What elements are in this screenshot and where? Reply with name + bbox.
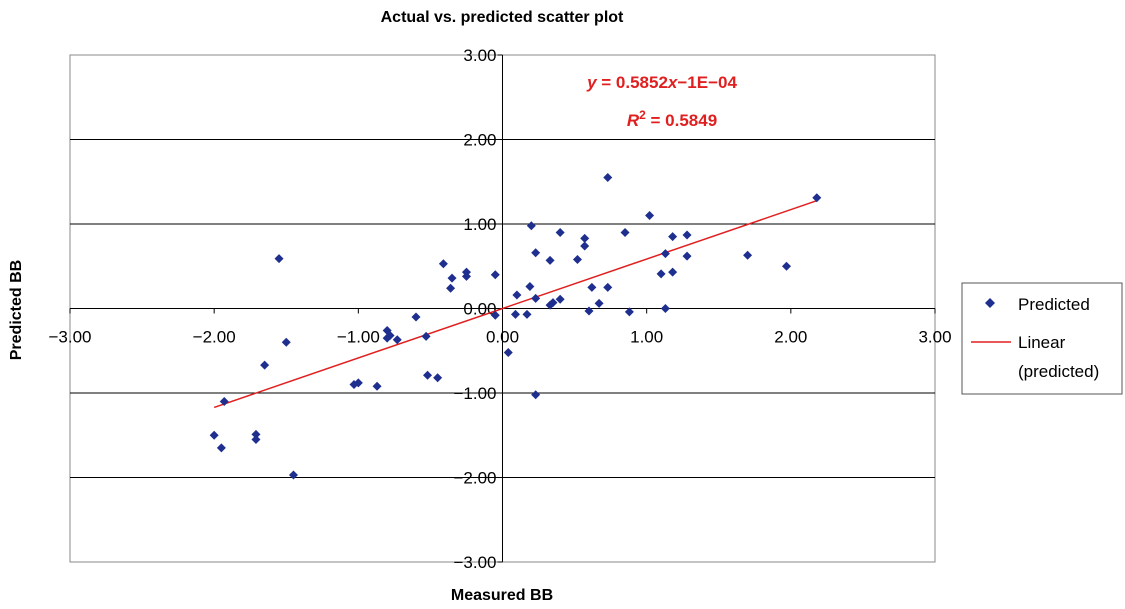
x-tick-label: −3.00 — [48, 328, 91, 347]
data-point — [603, 173, 613, 183]
data-points — [209, 173, 822, 480]
data-point — [490, 310, 500, 320]
data-point — [555, 227, 565, 237]
data-point — [490, 270, 500, 280]
data-point — [274, 254, 284, 264]
y-tick-label: −1.00 — [453, 384, 496, 403]
x-tick-label: 1.00 — [630, 328, 663, 347]
data-point — [545, 255, 555, 265]
data-point — [512, 290, 522, 300]
x-tick-label: 3.00 — [918, 328, 951, 347]
data-point — [288, 470, 298, 480]
legend-predicted-label: Predicted — [1018, 295, 1090, 314]
data-point — [682, 230, 692, 240]
data-point — [668, 232, 678, 242]
data-point — [668, 267, 678, 277]
x-axis-label: Measured BB — [451, 587, 553, 604]
data-point — [572, 254, 582, 264]
data-point — [584, 306, 594, 316]
data-point — [260, 360, 270, 370]
data-point — [251, 429, 261, 439]
data-point — [743, 250, 753, 260]
data-point — [446, 283, 456, 293]
data-point — [656, 269, 666, 279]
x-tick-label: −2.00 — [193, 328, 236, 347]
data-point — [372, 381, 382, 391]
trend-line — [213, 199, 818, 409]
data-point — [660, 249, 670, 259]
data-point — [423, 370, 433, 380]
data-point — [531, 248, 541, 258]
x-tick-label: 2.00 — [774, 328, 807, 347]
data-point — [522, 309, 532, 319]
data-point — [645, 211, 655, 221]
data-point — [555, 294, 565, 304]
data-point — [812, 193, 822, 203]
data-point — [392, 335, 402, 345]
data-point — [531, 390, 541, 400]
data-point — [433, 373, 443, 383]
data-point — [281, 337, 291, 347]
y-tick-label: −2.00 — [453, 469, 496, 488]
y-tick-label: 3.00 — [463, 46, 496, 65]
chart-title: Actual vs. predicted scatter plot — [381, 9, 624, 26]
y-tick-labels: 3.002.001.000.00−1.00−2.00−3.00 — [453, 46, 496, 572]
x-tick-label: 0.00 — [486, 328, 519, 347]
legend-diamond-icon — [985, 298, 995, 308]
data-point — [587, 282, 597, 292]
data-point — [216, 443, 226, 453]
data-point — [251, 434, 261, 444]
data-point — [461, 267, 471, 277]
data-point — [385, 331, 395, 341]
data-point — [526, 221, 536, 231]
legend-linear-label-line2: (predicted) — [1018, 362, 1099, 381]
data-point — [438, 259, 448, 269]
data-point — [594, 298, 604, 308]
legend-linear-label-line1: Linear — [1018, 333, 1066, 352]
data-point — [660, 304, 670, 313]
y-tick-label: 2.00 — [463, 131, 496, 150]
equation-annotation: y = 0.5852x−1E−04 — [586, 73, 737, 92]
data-point — [503, 347, 513, 357]
trend-line-group — [213, 199, 818, 409]
data-point — [603, 282, 613, 292]
x-tick-label: −1.00 — [337, 328, 380, 347]
data-point — [682, 251, 692, 261]
y-axis-label: Predicted BB — [8, 260, 25, 360]
y-tick-label: 1.00 — [463, 215, 496, 234]
y-tick-label: −3.00 — [453, 553, 496, 572]
data-point — [782, 261, 792, 271]
data-point — [411, 312, 421, 322]
data-point — [447, 273, 457, 283]
data-point — [580, 233, 590, 243]
data-point — [209, 430, 219, 440]
data-point — [353, 378, 363, 388]
r-squared-annotation: R2 = 0.5849 — [627, 108, 717, 130]
data-point — [548, 298, 558, 308]
data-point — [531, 293, 541, 303]
data-point — [624, 307, 634, 317]
x-tick-labels: −3.00 −2.00 −1.00 0.00 1.00 2.00 3.00 — [48, 328, 951, 347]
data-point — [620, 227, 630, 237]
data-point — [525, 282, 535, 292]
data-point — [219, 396, 229, 406]
data-point — [510, 309, 520, 319]
data-point — [580, 241, 590, 251]
legend: Predicted Linear (predicted) — [961, 282, 1123, 395]
data-point — [421, 331, 431, 341]
